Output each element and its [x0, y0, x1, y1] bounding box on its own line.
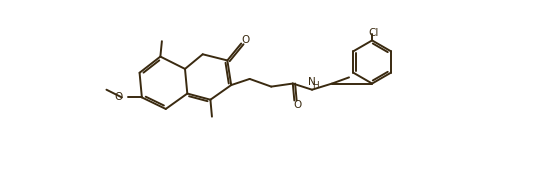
Text: O: O: [293, 100, 302, 110]
Text: O: O: [241, 35, 249, 45]
Text: N: N: [308, 77, 316, 87]
Text: O: O: [115, 92, 123, 102]
Text: H: H: [312, 81, 318, 90]
Text: Cl: Cl: [368, 28, 379, 38]
